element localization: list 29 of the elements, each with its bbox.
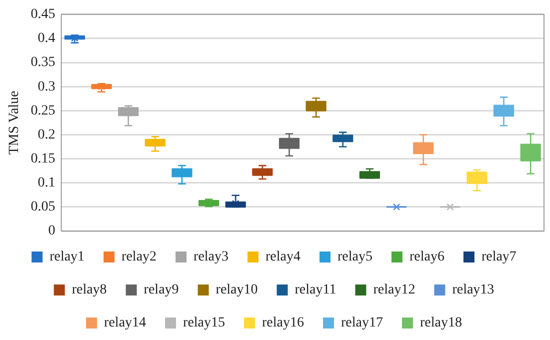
legend-label: relay1: [50, 250, 85, 265]
legend-label: relay5: [337, 250, 372, 265]
legend-label: relay8: [72, 282, 107, 298]
y-axis-title: TMS Value: [7, 90, 22, 155]
legend-label: relay17: [340, 316, 383, 331]
y-tick-label: 0: [48, 224, 56, 239]
legend-label: relay9: [144, 282, 179, 298]
legend-label: relay10: [216, 282, 258, 298]
y-tick-label: 0.3: [38, 79, 56, 94]
y-tick-label: 0.25: [30, 103, 56, 118]
y-tick-label: 0.15: [30, 151, 56, 166]
legend-label: relay12: [373, 282, 416, 298]
y-tick-label: 0.1: [38, 176, 56, 191]
legend-label: relay3: [194, 250, 229, 265]
legend-label: relay14: [104, 316, 146, 331]
legend-label: relay18: [420, 316, 462, 331]
legend-label: relay13: [452, 282, 494, 298]
legend-label: relay4: [266, 250, 300, 265]
y-tick-label: 0.05: [30, 200, 56, 215]
legend-label: relay11: [294, 282, 336, 298]
legend-label: relay7: [481, 250, 516, 265]
y-tick-label: 0.4: [38, 31, 56, 46]
legend-label: relay6: [409, 250, 444, 265]
legend-label: relay2: [122, 250, 157, 265]
y-tick-label: 0.2: [38, 127, 56, 142]
y-tick-label: 0.45: [30, 7, 56, 22]
y-tick-label: 0.35: [30, 55, 56, 70]
legend-label: relay15: [183, 316, 226, 331]
legend-label: relay16: [262, 316, 304, 331]
